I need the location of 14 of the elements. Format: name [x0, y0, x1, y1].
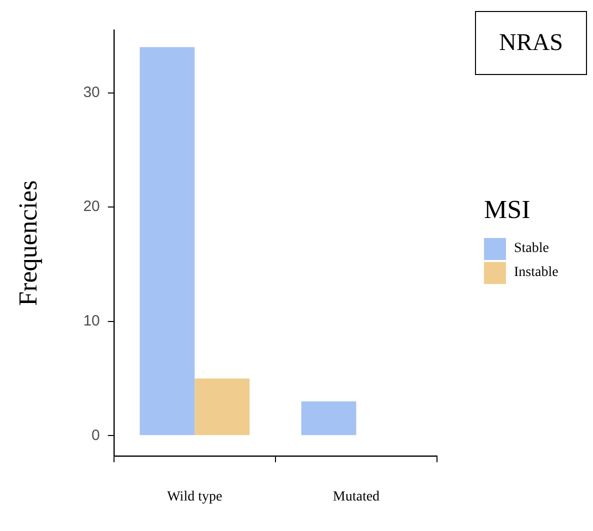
bar [140, 47, 195, 436]
bar [301, 401, 356, 436]
bar [194, 378, 250, 436]
legend-title: MSI [484, 195, 532, 225]
x-tick-label: Mutated [332, 489, 380, 504]
y-tick-label: 10 [83, 312, 100, 330]
y-tick-label: 20 [83, 198, 100, 216]
y-tick-label: 0 [92, 426, 100, 444]
legend-label: Instable [514, 265, 558, 281]
legend-label: Stable [514, 241, 549, 257]
x-tick-label: Wild type [167, 489, 222, 504]
y-tick-label: 30 [83, 84, 100, 101]
y-axis-title: Frequencies [13, 180, 42, 306]
text: NRAS [475, 11, 587, 75]
